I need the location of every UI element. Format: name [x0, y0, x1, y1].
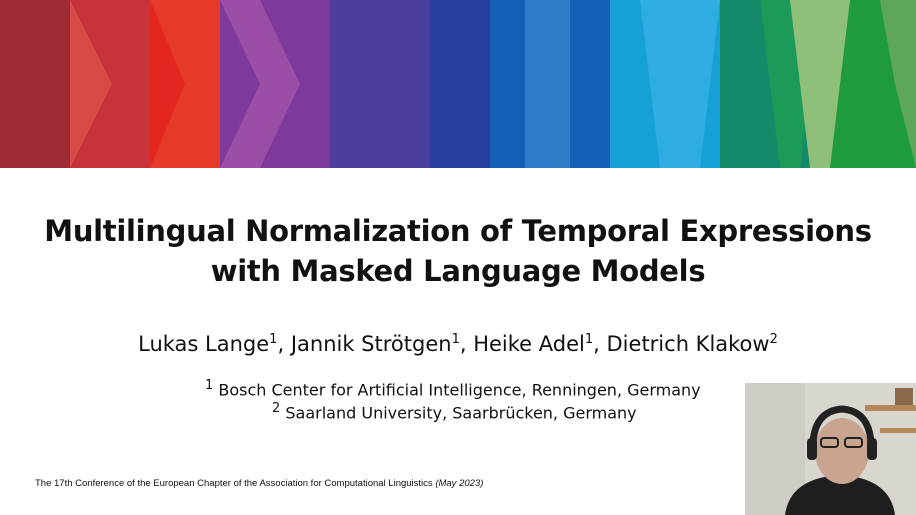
webcam-video — [745, 383, 916, 515]
title-line: with Masked Language Models — [210, 254, 706, 288]
author-separator: , — [593, 332, 600, 356]
author-name: Lukas Lange — [138, 332, 270, 356]
footer: The 17th Conference of the European Chap… — [35, 478, 483, 489]
affiliation: 2 Saarland University, Saarbrücken, Germ… — [272, 401, 637, 422]
affiliation-text: Bosch Center for Artificial Intelligence… — [218, 380, 701, 400]
author-affiliation: 2 — [769, 332, 778, 347]
affiliation-marker: 2 — [272, 401, 281, 416]
footer-text: The 17th Conference of the European Chap… — [35, 478, 433, 489]
footer-date: (May 2023) — [435, 478, 484, 489]
author-affiliation: 1 — [269, 332, 278, 347]
author-name: Dietrich Klakow — [606, 332, 770, 356]
author-name: Jannik Strötgen — [290, 332, 452, 356]
affiliation: 1 Bosch Center for Artificial Intelligen… — [205, 378, 701, 399]
affiliation-marker: 1 — [205, 378, 214, 393]
author-name: Heike Adel — [473, 332, 585, 356]
title-line: Multilingual Normalization of Temporal E… — [44, 214, 872, 248]
author-affiliation: 1 — [451, 332, 460, 347]
author-affiliation: 1 — [584, 332, 594, 347]
author-separator: , — [459, 332, 467, 356]
author-separator: , — [277, 332, 285, 356]
authors: Lukas Lange1, Jannik Strötgen1, Heike Ad… — [0, 332, 916, 356]
affiliation-text: Saarland University, Saarbrücken, German… — [285, 403, 637, 423]
banner — [0, 0, 916, 168]
